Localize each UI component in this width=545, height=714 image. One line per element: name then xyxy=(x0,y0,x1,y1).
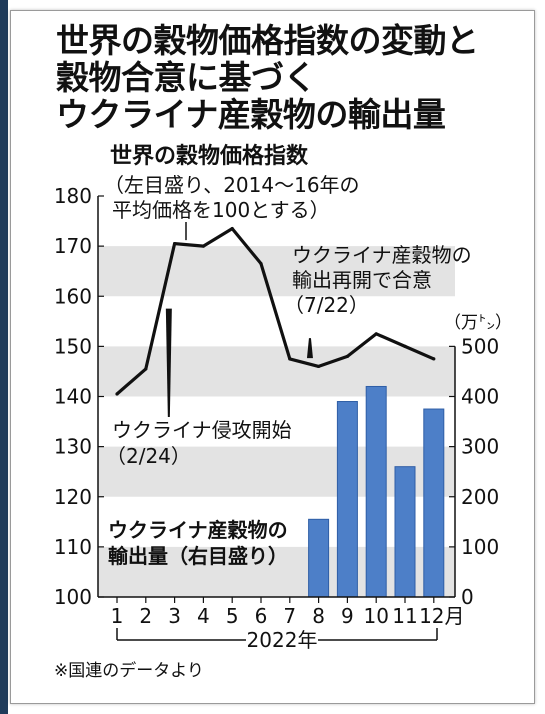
line-point-2 xyxy=(144,367,148,371)
line-point-12 xyxy=(432,357,436,361)
line-point-1 xyxy=(115,392,119,396)
invasion-label-1: ウクライナ侵攻開始 xyxy=(112,418,292,442)
index-note-2: 平均価格を100とする） xyxy=(112,198,330,222)
deal-marker xyxy=(306,338,313,359)
right-tick-label-100: 100 xyxy=(461,535,499,559)
bar-8 xyxy=(308,518,330,598)
export-label-2: 輸出量（右目盛り） xyxy=(108,544,288,568)
year-label: 2022年 xyxy=(247,628,318,652)
right-axis-unit: （万㌧） xyxy=(444,313,512,333)
x-tick-label-12: 12月 xyxy=(419,604,464,628)
x-tick-label-1: 1 xyxy=(111,604,124,628)
left-edge-strip xyxy=(0,0,8,714)
right-tick-label-0: 0 xyxy=(461,585,474,609)
footnote: ※国連のデータより xyxy=(54,661,204,681)
line-point-8 xyxy=(317,364,321,369)
index-note-1: （左目盛り、2014～16年の xyxy=(104,173,360,197)
bars-group xyxy=(308,385,445,598)
right-tick-label-300: 300 xyxy=(461,435,499,459)
bar-9 xyxy=(336,401,358,598)
chart-title: 世界の穀物価格指数の変動と 穀物合意に基づく ウクライナ産穀物の輸出量 xyxy=(56,22,479,133)
line-point-11 xyxy=(403,344,407,348)
export-label-1: ウクライナ産穀物の xyxy=(108,518,288,542)
deal-label-3: （7/22） xyxy=(284,293,369,317)
x-tick-label-5: 5 xyxy=(226,604,239,628)
title-line-2: 穀物合意に基づく xyxy=(56,58,316,97)
left-tick-label-180: 180 xyxy=(54,184,92,208)
year-bracket xyxy=(116,628,438,641)
line-group xyxy=(115,226,436,396)
event-markers-group xyxy=(165,222,313,417)
invasion-marker xyxy=(165,308,172,417)
bar-12月 xyxy=(423,408,445,598)
x-tick-label-9: 9 xyxy=(341,604,354,628)
line-point-10 xyxy=(374,332,378,336)
left-tick-label-100: 100 xyxy=(54,585,92,609)
right-tick-label-200: 200 xyxy=(461,485,499,509)
x-tick-label-6: 6 xyxy=(255,604,268,628)
right-tick-label-500: 500 xyxy=(461,334,499,358)
x-tick-label-2: 2 xyxy=(139,604,152,628)
x-tick-label-7: 7 xyxy=(283,604,296,628)
x-tick-label-8: 8 xyxy=(312,604,325,628)
line-point-7 xyxy=(288,357,292,361)
line-point-3 xyxy=(173,242,177,246)
title-line-1: 世界の穀物価格指数の変動と xyxy=(56,21,479,60)
x-tick-label-11: 11 xyxy=(392,604,417,628)
left-tick-label-110: 110 xyxy=(54,535,92,559)
invasion-label-2: （2/24） xyxy=(106,444,191,468)
line-point-5 xyxy=(230,226,234,231)
right-tick-label-400: 400 xyxy=(461,385,499,409)
x-tick-label-3: 3 xyxy=(168,604,181,628)
line-point-4 xyxy=(201,244,205,248)
left-tick-label-170: 170 xyxy=(54,234,92,258)
x-tick-label-4: 4 xyxy=(197,604,210,628)
deal-label-2: 輸出再開で合意 xyxy=(292,268,432,292)
bar-11 xyxy=(394,466,416,598)
line-point-6 xyxy=(259,262,263,266)
x-tick-label-10: 10 xyxy=(363,604,388,628)
left-tick-label-120: 120 xyxy=(54,485,92,509)
title-line-3: ウクライナ産穀物の輸出量 xyxy=(56,95,446,134)
tick-labels-group: 1001101201301401501601701800100200300400… xyxy=(54,184,499,628)
band-3 xyxy=(98,246,455,297)
price-index-line xyxy=(115,226,435,396)
index-title: 世界の穀物価格指数 xyxy=(110,143,309,169)
deal-label-1: ウクライナ産穀物の xyxy=(292,243,472,267)
left-tick-label-140: 140 xyxy=(54,385,92,409)
line-point-9 xyxy=(345,354,349,358)
band-2 xyxy=(98,346,455,397)
left-tick-label-160: 160 xyxy=(54,284,92,308)
left-tick-label-150: 150 xyxy=(54,334,92,358)
bar-10 xyxy=(365,385,387,598)
left-tick-label-130: 130 xyxy=(54,435,92,459)
